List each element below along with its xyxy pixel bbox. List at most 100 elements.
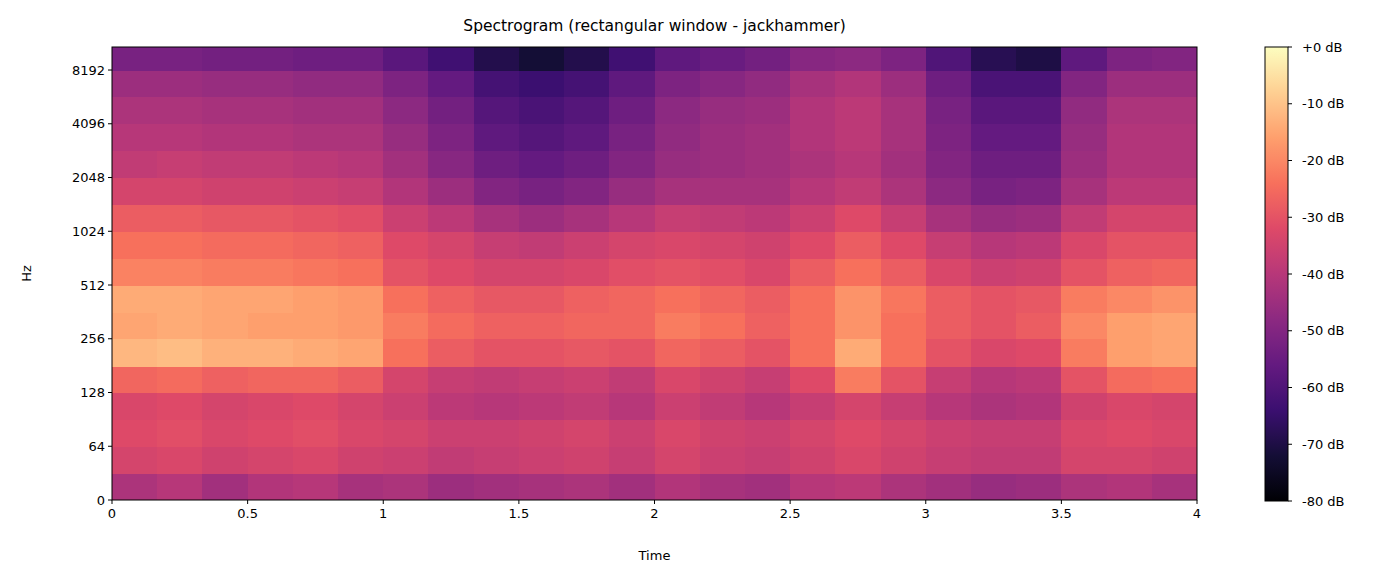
cell xyxy=(564,420,610,447)
cell xyxy=(474,446,520,473)
x-axis-label: Time xyxy=(638,548,671,563)
cell xyxy=(881,446,927,473)
cell xyxy=(338,151,384,178)
cell xyxy=(881,258,927,285)
x-tick xyxy=(790,500,791,504)
cell xyxy=(519,393,565,421)
cell xyxy=(112,339,158,367)
cell xyxy=(338,204,384,231)
cell xyxy=(1016,258,1062,285)
cell xyxy=(609,151,655,178)
cell xyxy=(1061,446,1107,473)
cell xyxy=(564,231,610,258)
cell xyxy=(1016,97,1062,124)
cell xyxy=(293,285,339,313)
cell xyxy=(1107,446,1153,473)
cell xyxy=(1016,420,1062,447)
cell xyxy=(248,151,294,178)
cell xyxy=(700,446,746,473)
cell xyxy=(926,366,972,393)
cell xyxy=(971,47,1017,71)
cell xyxy=(519,97,565,124)
cell xyxy=(971,97,1017,124)
colorbar-tick-label: -50 dB xyxy=(1302,323,1345,338)
x-tick-label: 1.5 xyxy=(509,506,530,521)
cell xyxy=(790,47,836,71)
y-tick xyxy=(108,500,112,501)
cell xyxy=(202,339,248,367)
cell xyxy=(655,339,701,367)
cell xyxy=(1061,47,1107,71)
cell xyxy=(202,47,248,71)
cell xyxy=(1152,393,1197,421)
cell xyxy=(1152,178,1197,205)
cell xyxy=(202,420,248,447)
cell xyxy=(383,97,429,124)
cell xyxy=(790,312,836,339)
cell xyxy=(655,231,701,258)
cell xyxy=(112,47,158,71)
cell xyxy=(700,339,746,367)
colorbar-tick-label: -60 dB xyxy=(1302,380,1345,395)
cell xyxy=(971,151,1017,178)
cell xyxy=(157,366,203,393)
cell xyxy=(564,366,610,393)
title: Spectrogram (rectangular window - jackha… xyxy=(463,17,845,35)
cell xyxy=(926,258,972,285)
cell xyxy=(112,258,158,285)
cell xyxy=(745,393,791,421)
cell xyxy=(383,70,429,97)
x-tick-label: 2 xyxy=(650,506,658,521)
cell xyxy=(1016,204,1062,231)
cell xyxy=(519,258,565,285)
cell xyxy=(564,178,610,205)
cell xyxy=(1016,231,1062,258)
cell xyxy=(428,258,474,285)
cell xyxy=(474,473,520,500)
cell xyxy=(1016,124,1062,151)
cell xyxy=(157,446,203,473)
cell xyxy=(790,285,836,313)
cell xyxy=(338,393,384,421)
cell xyxy=(564,446,610,473)
cell xyxy=(835,151,881,178)
cell xyxy=(383,47,429,71)
cell xyxy=(428,231,474,258)
colorbar-tick xyxy=(1288,444,1292,445)
cell xyxy=(790,366,836,393)
cell xyxy=(202,446,248,473)
cell xyxy=(564,124,610,151)
cell xyxy=(293,393,339,421)
cell xyxy=(700,231,746,258)
cell xyxy=(519,47,565,71)
cell xyxy=(1107,124,1153,151)
cell xyxy=(1107,473,1153,500)
cell xyxy=(428,393,474,421)
cell xyxy=(609,178,655,205)
cell xyxy=(564,97,610,124)
cell xyxy=(564,151,610,178)
cell xyxy=(474,47,520,71)
cell xyxy=(700,473,746,500)
cell xyxy=(971,312,1017,339)
colorbar-tick xyxy=(1288,387,1292,388)
cell xyxy=(157,231,203,258)
cell xyxy=(655,70,701,97)
cell xyxy=(1107,70,1153,97)
cell xyxy=(971,366,1017,393)
cell xyxy=(248,231,294,258)
cell xyxy=(881,312,927,339)
cell xyxy=(112,285,158,313)
cell xyxy=(700,204,746,231)
cell xyxy=(112,70,158,97)
colorbar-tick xyxy=(1288,47,1292,48)
cell xyxy=(293,204,339,231)
cell xyxy=(700,420,746,447)
cell xyxy=(428,124,474,151)
cell xyxy=(519,339,565,367)
x-tick xyxy=(383,500,384,504)
cell xyxy=(881,231,927,258)
cell xyxy=(700,312,746,339)
cell xyxy=(700,124,746,151)
cell xyxy=(112,473,158,500)
